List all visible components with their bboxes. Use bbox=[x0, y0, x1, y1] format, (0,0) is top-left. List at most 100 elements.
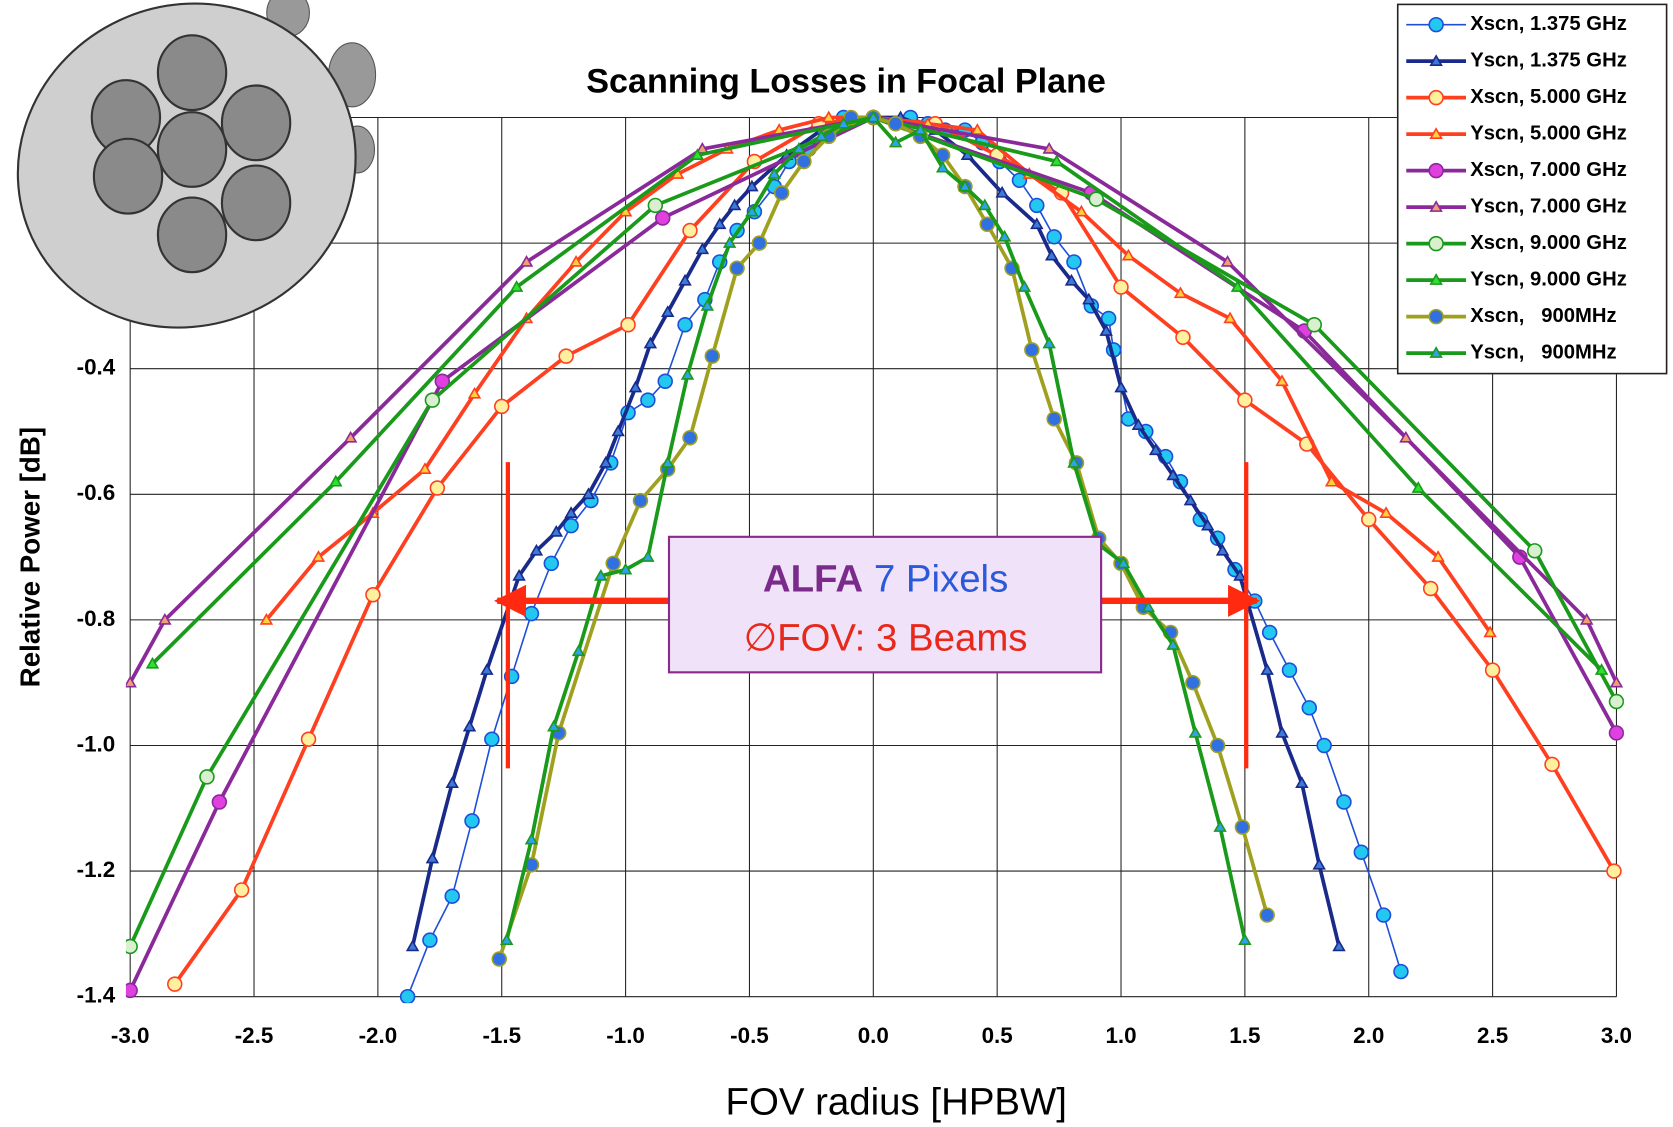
legend: Xscn, 1.375 GHz Yscn, 1.375 GHz Xscn, 5.00… bbox=[1398, 4, 1667, 373]
feed-horn bbox=[222, 166, 290, 241]
circle-marker bbox=[683, 224, 697, 238]
circle-marker bbox=[1025, 343, 1039, 357]
y-tick-label: -0.8 bbox=[77, 606, 116, 631]
circle-marker bbox=[641, 393, 655, 407]
legend-label: Yscn, 5.000 GHz bbox=[1470, 123, 1627, 145]
legend-label: Yscn, 9.000 GHz bbox=[1470, 268, 1627, 290]
circle-marker bbox=[485, 732, 499, 746]
circle-marker bbox=[678, 318, 692, 332]
circle-marker bbox=[683, 431, 697, 445]
y-tick-label: -1.4 bbox=[77, 983, 116, 1008]
circle-marker bbox=[1047, 230, 1061, 244]
circle-marker bbox=[1067, 255, 1081, 269]
circle-marker bbox=[366, 588, 380, 602]
circle-marker bbox=[1429, 310, 1443, 324]
feed-horn bbox=[94, 139, 162, 214]
x-tick-label: -2.5 bbox=[235, 1023, 274, 1048]
circle-marker bbox=[889, 117, 903, 131]
x-tick-label: -2.0 bbox=[359, 1023, 398, 1048]
page: {"chart_data": {"type": "line", "title":… bbox=[0, 0, 1673, 1127]
circle-marker bbox=[621, 318, 635, 332]
circle-marker bbox=[1429, 164, 1443, 178]
feed-horn bbox=[222, 86, 290, 161]
circle-marker bbox=[1307, 318, 1321, 332]
legend-label: Xscn, 1.375 GHz bbox=[1470, 13, 1627, 35]
circle-marker bbox=[1047, 412, 1061, 426]
circle-marker bbox=[123, 983, 137, 997]
circle-marker bbox=[752, 236, 766, 250]
circle-marker bbox=[1377, 908, 1391, 922]
circle-marker bbox=[1545, 757, 1559, 771]
feed-horn bbox=[158, 112, 226, 187]
circle-marker bbox=[423, 933, 437, 947]
circle-marker bbox=[1176, 330, 1190, 344]
annotation-line: ALFA 7 Pixels bbox=[763, 558, 1008, 601]
legend-label: Yscn, 7.000 GHz bbox=[1470, 195, 1627, 217]
y-tick-label: -1.0 bbox=[77, 731, 116, 756]
chart-title: Scanning Losses in Focal Plane bbox=[586, 62, 1106, 100]
circle-marker bbox=[235, 883, 249, 897]
circle-marker bbox=[1238, 393, 1252, 407]
x-tick-label: -0.5 bbox=[730, 1023, 769, 1048]
x-tick-label: -1.0 bbox=[606, 1023, 645, 1048]
circle-marker bbox=[200, 770, 214, 784]
y-tick-label: -0.4 bbox=[77, 355, 116, 380]
circle-marker bbox=[559, 349, 573, 363]
circle-marker bbox=[1235, 820, 1249, 834]
circle-marker bbox=[1263, 626, 1277, 640]
circle-marker bbox=[1528, 544, 1542, 558]
legend-label: Xscn, 7.000 GHz bbox=[1470, 159, 1627, 181]
feed-horn bbox=[158, 198, 226, 273]
circle-marker bbox=[775, 186, 789, 200]
circle-marker bbox=[705, 349, 719, 363]
y-tick-label: -0.6 bbox=[77, 480, 116, 505]
circle-marker bbox=[425, 393, 439, 407]
circle-marker bbox=[1429, 18, 1443, 32]
circle-marker bbox=[606, 556, 620, 570]
circle-marker bbox=[1486, 663, 1500, 677]
legend-label: Xscn, 5.000 GHz bbox=[1470, 86, 1627, 108]
circle-marker bbox=[544, 556, 558, 570]
circle-marker bbox=[1114, 280, 1128, 294]
circle-marker bbox=[656, 211, 670, 225]
circle-marker bbox=[1030, 198, 1044, 212]
x-tick-label: -1.5 bbox=[482, 1023, 521, 1048]
circle-marker bbox=[658, 374, 672, 388]
circle-marker bbox=[1337, 795, 1351, 809]
circle-marker bbox=[302, 732, 316, 746]
chart: -3.0-2.5-2.0-1.5-1.0-0.50.00.51.01.52.02… bbox=[0, 0, 1673, 1127]
circle-marker bbox=[492, 952, 506, 966]
legend-label: Xscn, 900MHz bbox=[1470, 305, 1616, 327]
circle-marker bbox=[1429, 237, 1443, 251]
circle-marker bbox=[465, 814, 479, 828]
feed-horn bbox=[158, 35, 226, 110]
annotation-subtitle: 7 Pixels bbox=[874, 558, 1008, 601]
circle-marker bbox=[1362, 512, 1376, 526]
annotation-title: ALFA bbox=[763, 558, 863, 601]
circle-marker bbox=[168, 977, 182, 991]
annotation-text: ∅FOV: 3 Beams bbox=[744, 616, 1028, 659]
x-tick-label: 0.5 bbox=[982, 1023, 1013, 1048]
circle-marker bbox=[1607, 864, 1621, 878]
circle-marker bbox=[1211, 739, 1225, 753]
circle-marker bbox=[525, 607, 539, 621]
circle-marker bbox=[445, 889, 459, 903]
circle-marker bbox=[212, 795, 226, 809]
x-tick-label: 2.0 bbox=[1353, 1023, 1384, 1048]
y-tick-label: -1.2 bbox=[77, 857, 116, 882]
circle-marker bbox=[648, 198, 662, 212]
circle-marker bbox=[1317, 739, 1331, 753]
circle-marker bbox=[1013, 173, 1027, 187]
circle-marker bbox=[634, 494, 648, 508]
circle-marker bbox=[1260, 908, 1274, 922]
x-tick-label: 2.5 bbox=[1477, 1023, 1508, 1048]
circle-marker bbox=[1186, 676, 1200, 690]
x-axis-label: FOV radius [HPBW] bbox=[726, 1081, 1067, 1124]
legend-label: Yscn, 900MHz bbox=[1470, 341, 1616, 363]
x-tick-label: 1.0 bbox=[1105, 1023, 1136, 1048]
circle-marker bbox=[401, 990, 415, 1004]
circle-marker bbox=[1302, 701, 1316, 715]
circle-marker bbox=[1394, 965, 1408, 979]
legend-label: Yscn, 1.375 GHz bbox=[1470, 50, 1627, 72]
circle-marker bbox=[797, 155, 811, 169]
